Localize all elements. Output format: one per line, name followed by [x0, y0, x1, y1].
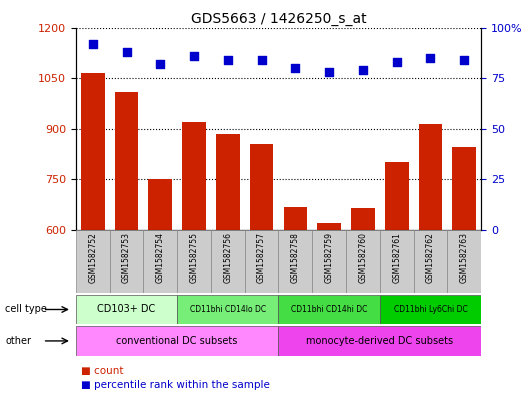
Point	[426, 55, 435, 61]
Bar	[278, 230, 312, 293]
Text: GSM1582755: GSM1582755	[189, 232, 199, 283]
Bar	[346, 230, 380, 293]
Text: GSM1582758: GSM1582758	[291, 232, 300, 283]
Point	[460, 57, 469, 63]
Bar	[351, 208, 375, 230]
Text: GSM1582760: GSM1582760	[358, 232, 368, 283]
Text: CD11bhi CD14lo DC: CD11bhi CD14lo DC	[190, 305, 266, 314]
Bar	[385, 162, 408, 230]
Bar	[278, 326, 481, 356]
Text: GSM1582757: GSM1582757	[257, 232, 266, 283]
Point	[88, 40, 97, 47]
Text: ■ count: ■ count	[81, 366, 123, 376]
Bar	[211, 230, 245, 293]
Point	[190, 53, 198, 59]
Text: GSM1582753: GSM1582753	[122, 232, 131, 283]
Bar	[115, 92, 138, 230]
Text: monocyte-derived DC subsets: monocyte-derived DC subsets	[306, 336, 453, 346]
Bar	[143, 230, 177, 293]
Text: GSM1582762: GSM1582762	[426, 232, 435, 283]
Bar	[419, 124, 442, 230]
Bar	[76, 295, 177, 324]
Text: GSM1582754: GSM1582754	[156, 232, 165, 283]
Text: CD11bhi Ly6Chi DC: CD11bhi Ly6Chi DC	[394, 305, 468, 314]
Bar	[76, 326, 278, 356]
Bar	[149, 179, 172, 230]
Bar	[380, 230, 414, 293]
Bar	[177, 230, 211, 293]
Bar	[317, 223, 341, 230]
Text: GSM1582759: GSM1582759	[325, 232, 334, 283]
Title: GDS5663 / 1426250_s_at: GDS5663 / 1426250_s_at	[191, 13, 366, 26]
Text: cell type: cell type	[5, 305, 47, 314]
Bar	[76, 230, 110, 293]
Bar	[110, 230, 143, 293]
Text: GSM1582763: GSM1582763	[460, 232, 469, 283]
Text: CD103+ DC: CD103+ DC	[97, 305, 156, 314]
Bar	[245, 230, 278, 293]
Bar	[452, 147, 476, 230]
Text: CD11bhi CD14hi DC: CD11bhi CD14hi DC	[291, 305, 367, 314]
Text: GSM1582761: GSM1582761	[392, 232, 401, 283]
Point	[325, 69, 333, 75]
Bar	[216, 134, 240, 230]
Bar	[250, 144, 274, 230]
Bar	[81, 73, 105, 230]
Point	[291, 65, 300, 71]
Point	[156, 61, 164, 67]
Point	[393, 59, 401, 65]
Bar	[283, 207, 307, 230]
Text: other: other	[5, 336, 31, 346]
Point	[359, 67, 367, 73]
Point	[224, 57, 232, 63]
Text: ■ percentile rank within the sample: ■ percentile rank within the sample	[81, 380, 270, 390]
Bar	[380, 295, 481, 324]
Bar	[278, 295, 380, 324]
Bar	[182, 122, 206, 230]
Text: GSM1582752: GSM1582752	[88, 232, 97, 283]
Bar	[414, 230, 447, 293]
Bar	[177, 295, 278, 324]
Bar	[312, 230, 346, 293]
Text: conventional DC subsets: conventional DC subsets	[117, 336, 238, 346]
Text: GSM1582756: GSM1582756	[223, 232, 232, 283]
Bar	[447, 230, 481, 293]
Point	[257, 57, 266, 63]
Point	[122, 49, 131, 55]
